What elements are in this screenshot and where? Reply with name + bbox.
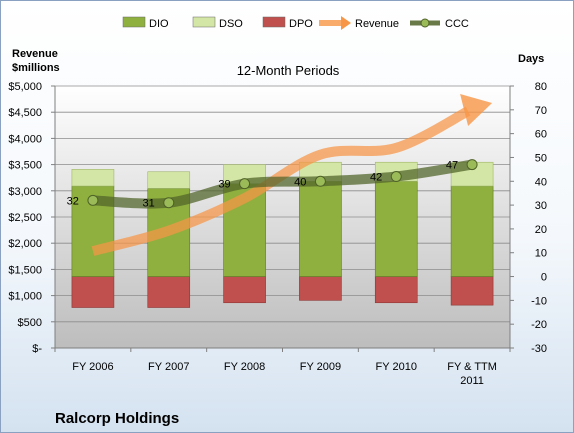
right-tick-label: 60 bbox=[535, 129, 547, 141]
legend: DIO DSO DPO Revenue CCC bbox=[122, 16, 469, 30]
legend-swatch-ccc-marker bbox=[420, 18, 430, 28]
ccc-line bbox=[87, 159, 478, 209]
bar-dio bbox=[450, 185, 494, 277]
revenue-series bbox=[91, 94, 493, 256]
bar-dpo bbox=[71, 276, 115, 308]
right-tick-label: -20 bbox=[531, 319, 547, 331]
legend-swatch-revenue-arrow bbox=[341, 16, 351, 30]
left-tick-label: $500 bbox=[18, 317, 42, 329]
legend-label-ccc: CCC bbox=[445, 18, 469, 30]
left-tick-label: $3,500 bbox=[8, 160, 42, 172]
right-tick-label: 80 bbox=[535, 81, 547, 93]
left-tick-label: $3,000 bbox=[8, 186, 42, 198]
category-label: FY 2007 bbox=[148, 361, 189, 373]
left-axis-title-line2: $millions bbox=[12, 62, 60, 74]
ccc-series: 32 31 39 40 42 47 bbox=[67, 159, 478, 210]
ccc-marker bbox=[163, 197, 175, 209]
right-tick-label: 20 bbox=[535, 224, 547, 236]
category-label: FY & TTM bbox=[447, 361, 497, 373]
ccc-data-label: 32 bbox=[67, 195, 79, 207]
company-name: Ralcorp Holdings bbox=[55, 410, 179, 427]
bar-dpo bbox=[450, 276, 494, 306]
left-tick-label: $5,000 bbox=[8, 81, 42, 93]
ccc-marker bbox=[239, 178, 251, 190]
right-tick-label: 0 bbox=[541, 272, 547, 284]
ccc-data-label: 40 bbox=[294, 176, 306, 188]
left-tick-label: $1,500 bbox=[8, 264, 42, 276]
left-tick-label: $4,500 bbox=[8, 107, 42, 119]
bar-dio bbox=[299, 180, 342, 277]
right-axis-title: Days bbox=[518, 53, 544, 65]
bar-dpo bbox=[147, 276, 191, 308]
bar-dpo bbox=[223, 276, 266, 304]
legend-label-dio: DIO bbox=[149, 18, 169, 30]
ccc-data-label: 42 bbox=[370, 172, 382, 184]
category-label: FY 2009 bbox=[300, 361, 341, 373]
ccc-marker bbox=[466, 159, 478, 171]
ccc-marker bbox=[87, 194, 99, 206]
right-tick-label: 10 bbox=[535, 248, 547, 260]
chart-title: 12-Month Periods bbox=[237, 63, 340, 78]
left-axis-title-line1: Revenue bbox=[12, 48, 58, 60]
category-label: 2011 bbox=[460, 375, 484, 387]
bar-dpo bbox=[299, 276, 342, 301]
left-tick-label: $- bbox=[32, 343, 42, 355]
legend-label-dso: DSO bbox=[219, 18, 243, 30]
left-tick-label: $1,000 bbox=[8, 291, 42, 303]
axes: $- $500 $1,000 $1,500 $2,000 $2,500 $3,000 $3,5… bbox=[8, 81, 547, 387]
revenue-line bbox=[91, 106, 471, 256]
ccc-data-label: 47 bbox=[446, 160, 458, 172]
bar-dso bbox=[147, 171, 191, 189]
bar-dpo bbox=[374, 276, 418, 304]
ccc-data-label: 39 bbox=[218, 179, 230, 191]
category-label: FY 2010 bbox=[376, 361, 417, 373]
right-tick-label: -30 bbox=[531, 343, 547, 355]
ccc-marker bbox=[314, 175, 326, 187]
legend-label-revenue: Revenue bbox=[355, 18, 399, 30]
left-tick-label: $4,000 bbox=[8, 133, 42, 145]
left-tick-label: $2,500 bbox=[8, 212, 42, 224]
bar-dio bbox=[374, 180, 418, 277]
right-tick-label: -10 bbox=[531, 295, 547, 307]
legend-label-dpo: DPO bbox=[289, 18, 313, 30]
ccc-marker bbox=[390, 171, 402, 183]
right-tick-label: 40 bbox=[535, 176, 547, 188]
right-tick-label: 50 bbox=[535, 152, 547, 164]
category-label: FY 2006 bbox=[72, 361, 113, 373]
right-tick-label: 70 bbox=[535, 105, 547, 117]
legend-swatch-dpo bbox=[262, 16, 286, 28]
revenue-arrowhead bbox=[460, 94, 493, 127]
category-label: FY 2008 bbox=[224, 361, 265, 373]
right-tick-label: 30 bbox=[535, 200, 547, 212]
ccc-data-label: 31 bbox=[143, 198, 155, 210]
legend-swatch-dio bbox=[122, 16, 146, 28]
left-tick-label: $2,000 bbox=[8, 238, 42, 250]
bar-dso bbox=[71, 169, 115, 187]
legend-swatch-dso bbox=[192, 16, 216, 28]
